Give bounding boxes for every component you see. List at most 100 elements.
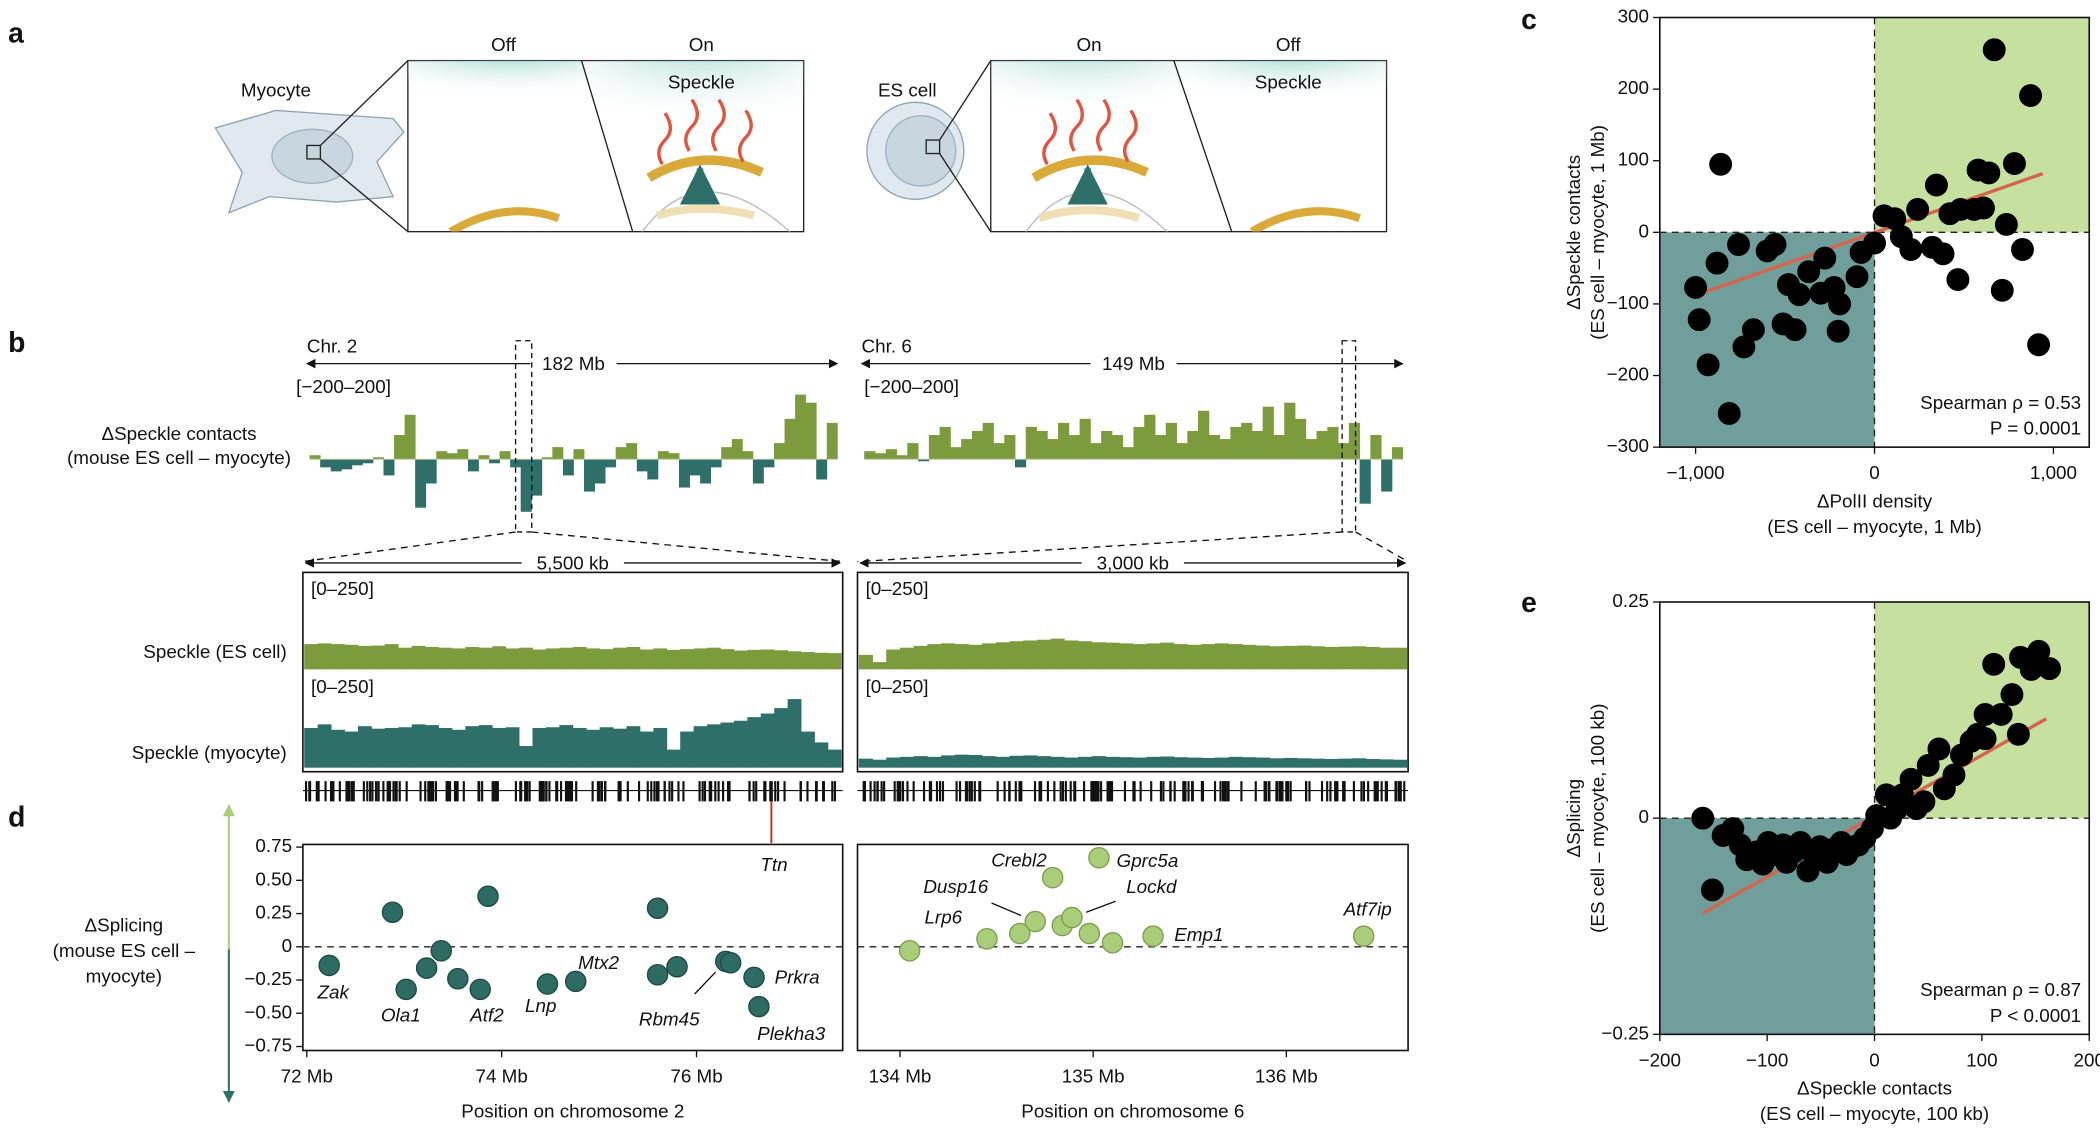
track-bar (372, 457, 384, 460)
track-bar (668, 453, 680, 460)
point (564, 970, 587, 993)
track-bar (1228, 644, 1243, 670)
point (1924, 173, 1948, 197)
y-tick-label: 100 (1618, 149, 1649, 170)
track-bar (1146, 756, 1161, 768)
track-bar (864, 451, 876, 460)
track-bar (666, 649, 681, 670)
track-bar (1160, 642, 1175, 670)
point (646, 963, 669, 986)
zoom-line (302, 531, 516, 563)
track-bar (1391, 447, 1404, 460)
y-axis-title: (ES cell – myocyte, 1 Mb) (1587, 125, 1608, 340)
track-bar (478, 725, 493, 768)
track-bar (1036, 430, 1048, 460)
track-bar (1273, 435, 1285, 460)
track-bar (1359, 459, 1371, 504)
point-label: Emp1 (1174, 924, 1223, 945)
illustration-es-cell (866, 59, 1388, 233)
panel-label: d (8, 800, 25, 832)
track-bar (1173, 644, 1188, 670)
point (1783, 318, 1807, 342)
track-bar (317, 724, 332, 768)
track-bar (941, 643, 956, 670)
point (1142, 925, 1164, 947)
panel-label: e (1521, 586, 1537, 618)
track-bar (492, 646, 507, 670)
panel-label: b (8, 326, 25, 358)
point (1927, 737, 1951, 761)
track-bar (647, 459, 659, 480)
track-bar (886, 757, 901, 768)
track-bar (747, 649, 762, 670)
point-label: Mtx2 (578, 952, 619, 973)
track-bar (1365, 646, 1380, 670)
x-tick-label: −1,000 (1667, 462, 1725, 483)
track-bar (1187, 430, 1199, 460)
x-tick-label: 200 (2074, 1049, 2100, 1070)
point-label: Lrp6 (924, 906, 962, 927)
track-bar (1111, 435, 1124, 460)
point (1088, 846, 1110, 869)
track-bar (1324, 759, 1339, 768)
track-bar (1187, 757, 1202, 768)
track-bar (1305, 439, 1317, 460)
point-label: Crebl2 (991, 849, 1047, 870)
y-tick-label: −100 (1607, 292, 1649, 313)
x-axis-title: (ES cell – myocyte, 1 Mb) (1767, 516, 1982, 537)
track-bar (411, 645, 426, 670)
point (1009, 922, 1031, 945)
track-bar (885, 449, 897, 460)
track-bar (801, 652, 815, 670)
track-bar (1327, 426, 1339, 460)
track-bar (816, 459, 828, 480)
track-bar (1165, 422, 1177, 460)
track-bar (968, 755, 983, 768)
point (2027, 639, 2051, 663)
y-axis-title: (ES cell – myocyte, 100 kb) (1587, 703, 1608, 932)
zoom-frame (302, 571, 844, 773)
panel-label: a (8, 16, 24, 48)
track-bar (467, 459, 479, 472)
track-bar (1122, 447, 1134, 460)
track-bar (425, 646, 439, 670)
point (1797, 260, 1821, 284)
point (743, 966, 765, 989)
point (430, 940, 453, 962)
track-bar (613, 647, 627, 670)
point (1684, 276, 1708, 299)
point (1916, 753, 1940, 777)
track-bar (1119, 643, 1134, 670)
annotation: Spearman ρ = 0.53 (1920, 392, 2081, 413)
track-bar (1214, 757, 1230, 768)
track-bar (1004, 435, 1016, 460)
point (469, 978, 491, 1001)
speckle-label: Speckle (668, 71, 735, 92)
track-bar (1036, 756, 1052, 768)
y-axis-title: myocyte) (86, 966, 162, 987)
track-bar (1015, 459, 1027, 468)
track-bar (720, 649, 735, 670)
track-bar (742, 451, 754, 460)
track-bar (331, 644, 345, 670)
track-bar (1284, 402, 1296, 460)
track-bar (304, 644, 319, 670)
track-bar (896, 455, 908, 460)
track-range: [−200–200] (864, 376, 959, 397)
x-tick-label: −100 (1746, 1049, 1788, 1070)
label-bg (521, 552, 624, 574)
point (1709, 152, 1733, 176)
zoom-box (1341, 340, 1357, 533)
annotation: P < 0.0001 (1990, 1005, 2081, 1026)
zoom-frame (856, 571, 1409, 773)
annotation: Spearman ρ = 0.87 (1920, 979, 2081, 1000)
track-bar (1297, 645, 1312, 670)
track-bar (913, 645, 928, 670)
point (1813, 246, 1837, 270)
track-bar (1198, 410, 1210, 460)
y-tick-label: 0.25 (255, 902, 292, 923)
track-range: [0–250] (311, 676, 374, 697)
zoom-line (1355, 531, 1409, 563)
track-bar (1214, 643, 1230, 670)
